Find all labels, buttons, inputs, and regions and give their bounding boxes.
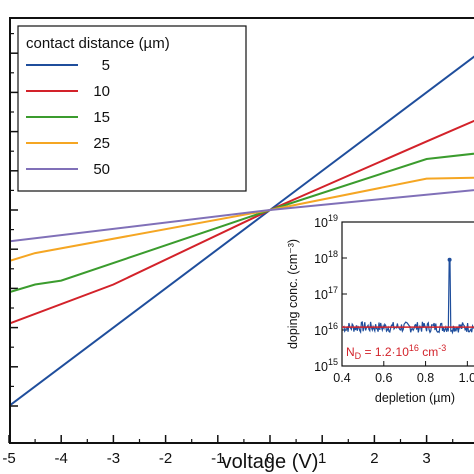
x-tick-label: -2 [159, 450, 172, 467]
inset-y-title: doping conc. (cm⁻³) [286, 239, 300, 349]
x-tick-label: -5 [2, 450, 15, 467]
inset-y-tick-label: 1017 [314, 285, 338, 302]
legend-label-10: 10 [93, 83, 110, 100]
inset-series [342, 257, 474, 335]
inset-x-tick-label: 0.6 [375, 371, 392, 385]
inset-series-line [342, 259, 474, 335]
legend-label-25: 25 [93, 135, 110, 152]
series-line-15 [11, 152, 474, 293]
x-tick-label: -1 [211, 450, 224, 467]
inset-x-tick-label: 1.0 [459, 371, 474, 385]
series-line-50 [11, 189, 474, 243]
inset-chart: 0.4 0.6 0.8 1.0 1019 1018 1017 1016 1015 depleti… [286, 212, 474, 405]
x-axis-title: voltage (V) [222, 451, 319, 473]
x-axis-ticks [8, 435, 454, 443]
series-lines [11, 55, 474, 406]
legend-box [17, 25, 247, 192]
legend-items: 5 10 15 25 50 [26, 57, 110, 178]
inset-x-tick-label: 0.4 [333, 371, 350, 385]
legend-label-5: 5 [102, 57, 110, 74]
x-tick-label: 0 [266, 450, 274, 467]
legend-title: contact distance (µm) [26, 35, 170, 52]
legend: contact distance (µm) 5 10 15 25 50 [17, 25, 247, 192]
x-tick-label: -4 [55, 450, 68, 467]
plot-frame [9, 17, 474, 444]
inset-peak-point [447, 257, 452, 262]
inset-y-tick-label: 1019 [314, 213, 338, 230]
nd-annotation: ND = 1.2·1016 cm-3 [346, 343, 446, 361]
x-tick-label: 1 [318, 450, 326, 467]
x-tick-label: -3 [107, 450, 120, 467]
inset-x-title: depletion (µm) [375, 391, 455, 405]
legend-label-15: 15 [93, 109, 110, 126]
inset-ticks: 0.4 0.6 0.8 1.0 1019 1018 1017 1016 1015 [314, 213, 474, 385]
x-tick-label: 2 [370, 450, 378, 467]
x-tick-label: 3 [422, 450, 430, 467]
inset-x-tick-label: 0.8 [417, 371, 434, 385]
x-tick-labels: -5-4-3-2-101234 [2, 450, 430, 467]
inset-y-tick-label: 1016 [314, 321, 338, 338]
legend-label-50: 50 [93, 161, 110, 178]
y-axis-ticks [10, 32, 18, 407]
inset-y-tick-label: 1015 [314, 357, 338, 374]
inset-y-tick-label: 1018 [314, 249, 338, 266]
